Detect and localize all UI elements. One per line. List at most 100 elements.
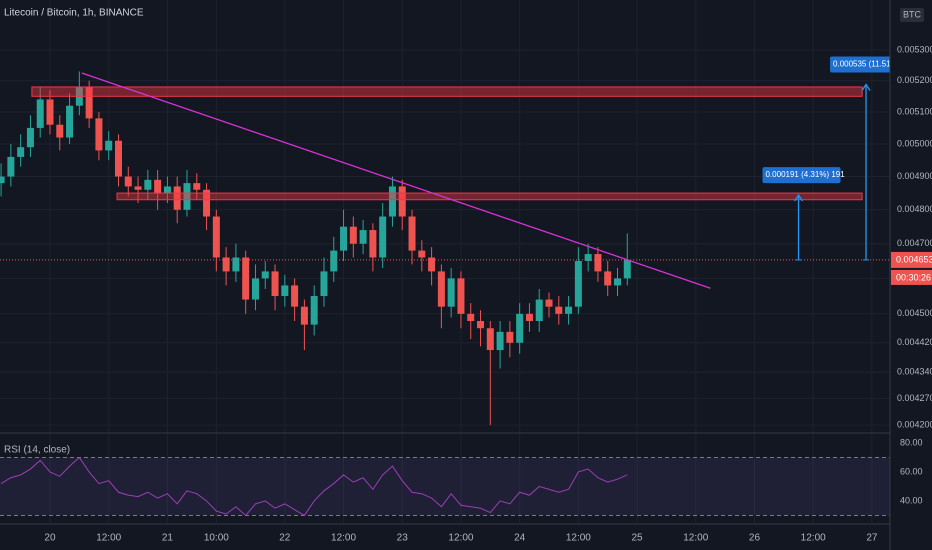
candle-body bbox=[271, 271, 279, 297]
candle-body bbox=[95, 118, 103, 151]
candle-body bbox=[486, 328, 494, 351]
candle-body bbox=[242, 257, 250, 300]
candle-body bbox=[114, 140, 122, 177]
candle-body bbox=[457, 278, 465, 314]
y-tick-label: 0.004270 bbox=[897, 393, 932, 403]
candle-body bbox=[525, 313, 533, 322]
candle-body bbox=[173, 186, 181, 210]
candle-body bbox=[85, 86, 93, 119]
x-tick-label: 22 bbox=[279, 533, 291, 544]
candle-body bbox=[565, 306, 573, 314]
candle-body bbox=[26, 127, 34, 148]
candle-body bbox=[124, 176, 132, 187]
candle-body bbox=[212, 216, 220, 258]
candle-body bbox=[614, 278, 622, 286]
candle-body bbox=[7, 156, 15, 177]
rsi-tick-label: 60.00 bbox=[900, 466, 923, 476]
candle-body bbox=[46, 99, 54, 125]
candle-body bbox=[398, 186, 406, 217]
candle-body bbox=[163, 186, 171, 194]
rsi-line bbox=[0, 456, 628, 517]
candle-body bbox=[379, 216, 387, 258]
x-tick-label: 12:00 bbox=[96, 533, 121, 544]
candle-body bbox=[359, 230, 367, 244]
measure-box bbox=[762, 167, 841, 184]
candle-body bbox=[604, 271, 612, 286]
rsi-band bbox=[0, 457, 890, 516]
candle-body bbox=[222, 257, 230, 272]
rsi-tick-label: 40.00 bbox=[900, 495, 923, 505]
y-tick-label: 0.005200 bbox=[897, 75, 932, 85]
x-tick-label: 26 bbox=[749, 533, 761, 544]
x-tick-label: 12:00 bbox=[448, 533, 473, 544]
measure-arrowhead bbox=[793, 193, 804, 202]
y-tick-label: 0.004340 bbox=[897, 367, 932, 377]
candle-body bbox=[203, 189, 211, 217]
candle-body bbox=[349, 226, 357, 244]
candle-body bbox=[291, 285, 299, 307]
candle-body bbox=[584, 254, 592, 261]
candle-body bbox=[496, 331, 504, 351]
rsi-label: RSI (14, close) bbox=[4, 445, 70, 456]
resistance-zone bbox=[31, 86, 863, 97]
x-tick-label: 12:00 bbox=[683, 533, 708, 544]
candle-body bbox=[36, 99, 44, 128]
candle-body bbox=[516, 313, 524, 343]
y-tick-label: 0.004700 bbox=[897, 238, 932, 248]
x-tick-label: 27 bbox=[866, 533, 878, 544]
measure-label: 0.000535 (11.51%) 5 bbox=[833, 60, 908, 69]
candle-body bbox=[555, 306, 563, 314]
x-tick-label: 10:00 bbox=[204, 533, 229, 544]
candle-body bbox=[134, 186, 142, 190]
candle-body bbox=[428, 257, 436, 272]
measure-box bbox=[830, 56, 909, 73]
candle-body bbox=[251, 278, 259, 300]
resistance-zone bbox=[116, 192, 863, 201]
y-tick-label: 0.005000 bbox=[897, 138, 932, 148]
measure-arrowhead bbox=[861, 83, 871, 91]
candle-body bbox=[506, 331, 514, 343]
x-tick-label: 24 bbox=[514, 533, 526, 544]
candle-body bbox=[105, 140, 113, 151]
last-price-label: 0.004653 bbox=[896, 254, 932, 264]
last-price-badge bbox=[891, 251, 932, 268]
x-tick-label: 21 bbox=[162, 533, 174, 544]
candle-body bbox=[545, 299, 553, 307]
candle-body bbox=[535, 299, 543, 322]
plot: 0.000191 (4.31%) 191 0.000535 (11.51%) 5 bbox=[0, 56, 909, 517]
candle-body bbox=[467, 313, 475, 322]
countdown: 00:30:26 bbox=[896, 272, 931, 282]
candle-body bbox=[320, 271, 328, 297]
candle-body bbox=[310, 296, 318, 325]
candle-body bbox=[17, 147, 25, 157]
candle-body bbox=[144, 179, 152, 190]
y-tick-label: 0.004900 bbox=[897, 171, 932, 181]
y-tick-label: 0.004420 bbox=[897, 337, 932, 347]
currency: BTC bbox=[903, 9, 922, 19]
candle-body bbox=[447, 278, 455, 307]
countdown-badge bbox=[891, 269, 932, 285]
candle-body bbox=[574, 260, 582, 307]
rsi-tick-label: 80.00 bbox=[900, 437, 923, 447]
candle-body bbox=[408, 216, 416, 251]
candle-body bbox=[66, 105, 74, 138]
y-tick-label: 0.005300 bbox=[897, 44, 932, 54]
x-tick-label: 23 bbox=[397, 533, 409, 544]
y-tick-label: 0.004800 bbox=[897, 204, 932, 214]
candle-body bbox=[477, 321, 485, 329]
candle-body bbox=[330, 250, 338, 272]
candle-body bbox=[261, 271, 269, 279]
candle-body bbox=[0, 176, 5, 184]
candle-body bbox=[340, 226, 348, 251]
x-tick-label: 20 bbox=[44, 533, 56, 544]
y-tick-label: 0.004200 bbox=[897, 419, 932, 429]
candle-body bbox=[418, 250, 426, 258]
candle-body bbox=[154, 179, 162, 194]
chart-title: Litecoin / Bitcoin, 1h, BINANCE bbox=[4, 8, 144, 19]
x-tick-label: 12:00 bbox=[801, 533, 826, 544]
x-tick-label: 12:00 bbox=[566, 533, 591, 544]
y-tick-label: 0.004500 bbox=[897, 308, 932, 318]
x-tick-label: 25 bbox=[632, 533, 644, 544]
candle-body bbox=[232, 257, 240, 272]
